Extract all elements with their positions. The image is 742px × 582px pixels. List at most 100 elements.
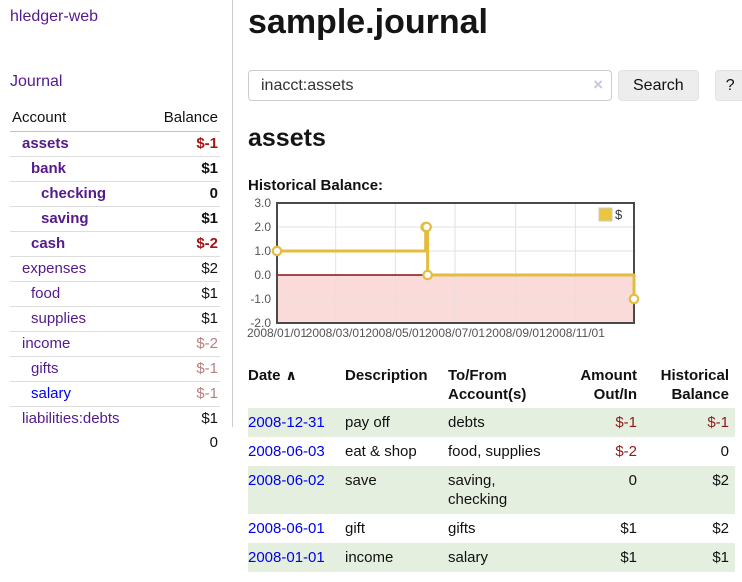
accounts-header-balance: Balance [147,105,220,132]
register-description-cell: save [345,472,377,489]
accounts-header-account: Account [10,105,148,132]
register-date-cell: 2008-06-01 [248,514,345,543]
account-balance: 0 [147,181,220,207]
register-description-cell: gift [345,520,366,537]
register-row: 2008-01-01 income salary $1 $1 [248,543,735,572]
svg-text:$: $ [615,207,623,222]
account-balance: $1 [147,406,220,431]
clear-search-icon[interactable]: × [593,75,603,94]
help-button[interactable]: ? [714,70,742,101]
account-row: salary $-1 [10,381,220,407]
register-row: 2008-06-03 eat & shop food, supplies $-2 0 [248,437,735,466]
page-title: sample.journal [248,3,488,41]
register-description-cell: pay off [345,414,390,431]
account-link[interactable]: saving [41,210,89,227]
register-header[interactable]: Date ∧ [248,367,297,384]
svg-text:2008/05/01: 2008/05/01 [365,326,425,340]
svg-text:-2.0: -2.0 [250,316,271,330]
register-date-cell: 2008-12-31 [248,408,345,437]
main-content: sample.journal × Search ? assets Histori… [247,0,742,572]
account-row: supplies $1 [10,306,220,332]
register-balance-cell: 0 [720,443,729,460]
svg-text:2008/09/01: 2008/09/01 [486,326,546,340]
account-balance: $-1 [147,381,220,407]
register-amount-cell: $-1 [615,414,637,431]
register-balance-cell: $2 [712,520,729,537]
account-balance: $-2 [147,231,220,257]
account-row: saving $1 [10,206,220,232]
register-amount-cell: $1 [620,549,637,566]
search-button[interactable]: Search [618,70,699,101]
account-row: checking 0 [10,181,220,207]
register-header[interactable]: Historical Balance [660,367,729,403]
account-balance: $1 [147,156,220,182]
account-balance: $-2 [147,331,220,357]
account-balance: $2 [147,256,220,282]
account-row: income $-2 [10,331,220,357]
app-brand-link[interactable]: hledger-web [10,8,99,25]
svg-text:2008/03/01: 2008/03/01 [306,326,366,340]
account-heading: assets [248,124,326,152]
account-row: gifts $-1 [10,356,220,382]
account-balance: $-1 [196,135,218,152]
account-link[interactable]: gifts [31,360,59,377]
register-header[interactable]: Amount Out/In [580,367,637,403]
register-amount-cell: 0 [628,472,637,489]
register-header[interactable]: Description [345,367,428,384]
transaction-date-link[interactable]: 2008-06-01 [248,520,325,537]
search-bar: × Search ? [248,70,742,101]
register-balance-cell: $-1 [707,414,729,431]
transaction-date-link[interactable]: 2008-01-01 [248,549,325,566]
account-row: assets $-1 [10,132,220,157]
svg-text:2.0: 2.0 [254,220,271,234]
sort-asc-icon: ∧ [285,367,297,383]
account-link[interactable]: cash [31,235,66,252]
account-link[interactable]: liabilities:debts [22,410,120,427]
register-date-cell: 2008-06-02 [248,466,345,514]
register-balance-cell: $1 [712,549,729,566]
register-header[interactable]: To/From Account(s) [448,367,527,403]
account-row: expenses $2 [10,256,220,282]
register-balance-cell: $2 [712,472,729,489]
search-input[interactable] [248,70,612,101]
account-link[interactable]: income [22,335,71,352]
account-row: liabilities:debts $1 [10,406,220,431]
account-balance: $1 [147,306,220,332]
historical-balance-chart: 3.0 2.0 1.0 0.0 -1.0 -2.02008/01/012008/03/01… [247,196,640,340]
account-link[interactable]: expenses [22,260,87,277]
transaction-date-link[interactable]: 2008-06-03 [248,443,325,460]
register-row: 2008-06-02 save saving, checking 0 $2 [248,466,735,514]
transaction-date-link[interactable]: 2008-12-31 [248,414,325,431]
svg-text:1.0: 1.0 [254,244,271,258]
transaction-date-link[interactable]: 2008-06-02 [248,472,325,489]
account-link[interactable]: supplies [31,310,87,327]
register-date-cell: 2008-06-03 [248,437,345,466]
chart-legend: $ [598,207,623,222]
chart-title: Historical Balance: [248,177,384,194]
svg-text:2008/01/01: 2008/01/01 [247,326,307,340]
account-link[interactable]: assets [22,135,69,152]
register-accounts-cell: food, supplies [448,443,541,460]
register-description-cell: income [345,549,394,566]
account-link[interactable]: bank [31,160,67,177]
register-accounts-cell: gifts [448,520,476,537]
accounts-table: Account Balance assets $-1 bank $1 checking 0… [10,105,220,455]
account-row: cash $-2 [10,231,220,257]
register-accounts-cell: salary [448,549,489,566]
account-balance: $1 [147,206,220,232]
accounts-total-row: 0 [10,431,220,455]
register-description-cell: eat & shop [345,443,417,460]
register-row: 2008-06-01 gift gifts $1 $2 [248,514,735,543]
svg-text:0.0: 0.0 [254,268,271,282]
register-amount-cell: $-2 [615,443,637,460]
register-row: 2008-12-31 pay off debts $-1 $-1 [248,408,735,437]
account-row: food $1 [10,281,220,307]
account-link[interactable]: salary [31,385,72,402]
account-row: bank $1 [10,156,220,182]
register-table: Date ∧ Description To/From Account(s) Amount… [248,362,735,572]
sidebar-item-journal[interactable]: Journal [10,73,63,90]
account-link[interactable]: checking [41,185,107,202]
account-balance: $1 [147,281,220,307]
account-link[interactable]: food [31,285,61,302]
account-balance: $-1 [147,356,220,382]
